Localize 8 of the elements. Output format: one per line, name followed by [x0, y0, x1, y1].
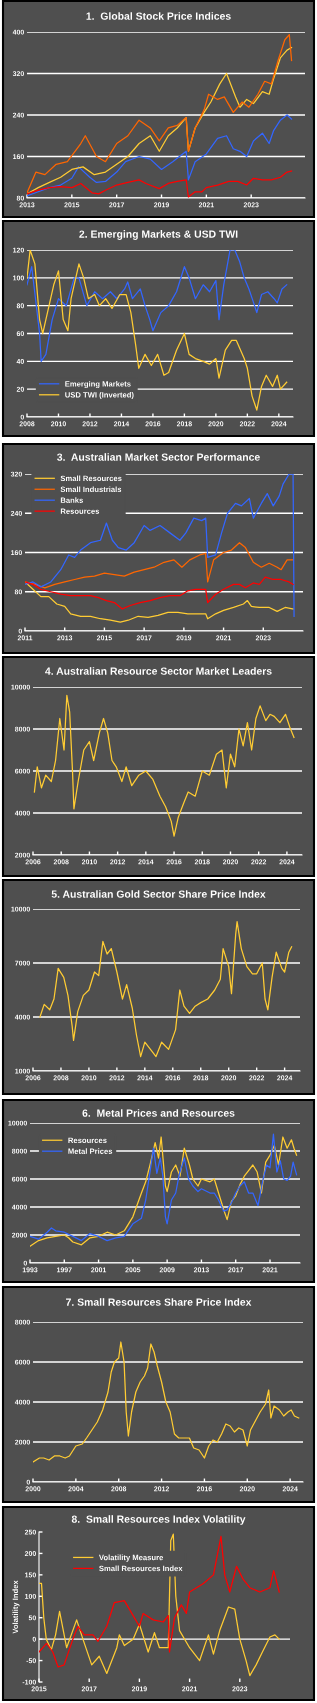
chart-title: 8. Small Resources Index Volatility [71, 1515, 246, 1525]
chart-title: 6. Metal Prices and Resources [82, 1109, 235, 1117]
chart-title: 4. Australian Resource Sector Market Leaders [45, 667, 272, 675]
chart-title: 2. Emerging Markets & USD TWI [79, 230, 238, 240]
chart-title: 3. Australian Market Sector Performance [57, 453, 260, 461]
chart-title: 1. Global Stock Price Indices [86, 12, 231, 20]
chart-title: 5. Australian Gold Sector Share Price Index [51, 890, 266, 898]
chart-title: 7. Small Resources Share Price Index [66, 1298, 252, 1306]
